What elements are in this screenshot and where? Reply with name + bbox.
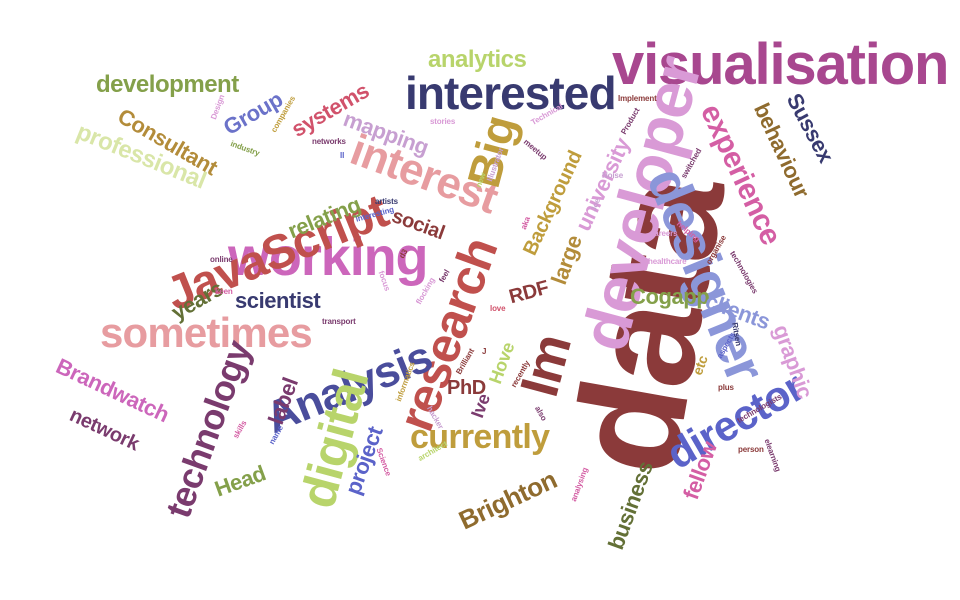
word-phd: PhD — [447, 377, 486, 399]
word-person: person — [738, 445, 764, 454]
word-cogapp: Cogapp — [630, 284, 710, 309]
word-online: online — [210, 255, 233, 264]
word-scientist: scientist — [235, 288, 321, 313]
word-noise: Noise — [602, 171, 623, 180]
word-working: working — [228, 227, 429, 287]
word-skills: skills — [231, 418, 249, 440]
word-brighton: Brighton — [454, 464, 562, 536]
word-careers: careers — [650, 229, 678, 238]
word-ii: II — [340, 151, 345, 160]
word-implement: Implement — [618, 94, 657, 103]
word-keen: keen — [215, 287, 233, 296]
word-industry: industry — [229, 139, 261, 158]
word-visualisation: visualisation — [612, 32, 949, 97]
word-analytics: analytics — [428, 46, 527, 73]
word-love: love — [490, 304, 506, 313]
word-analysing: analysing — [569, 466, 590, 503]
word-interested: interested — [405, 67, 617, 119]
word-rdf: RDF — [506, 276, 551, 309]
word-plus: plus — [718, 383, 734, 392]
word-networks: networks — [312, 137, 346, 146]
word-transport: transport — [322, 317, 356, 326]
word-healthcare: healthcare — [648, 257, 687, 266]
word-business: business — [603, 457, 659, 553]
word-artists: artists — [375, 197, 398, 206]
word-currently: currently — [410, 418, 550, 456]
word-sometimes: sometimes — [100, 309, 313, 356]
word-development: development — [96, 71, 239, 98]
word-head: Head — [211, 460, 269, 502]
word-elearning: elearning — [762, 437, 783, 473]
word-science: Science — [374, 446, 393, 478]
word-stories: stories — [430, 117, 456, 126]
word-j: J — [482, 347, 487, 356]
word-meetup: meetup — [521, 137, 549, 162]
